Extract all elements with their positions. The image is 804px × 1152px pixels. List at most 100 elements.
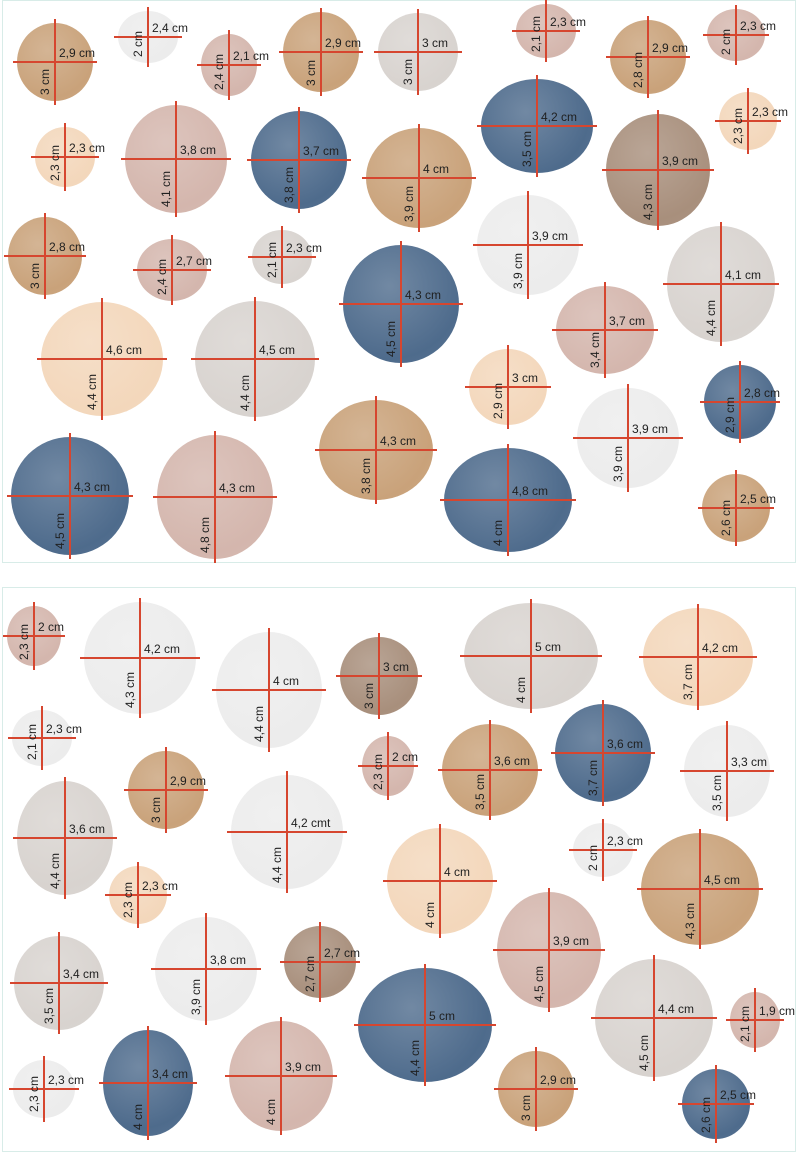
height-label: 4,3 cm (683, 902, 697, 939)
height-measure-line (281, 226, 283, 288)
height-label: 3,7 cm (681, 663, 695, 700)
width-label: 3,9 cm (662, 154, 699, 168)
width-label: 3,9 cm (285, 1060, 322, 1074)
height-measure-line (726, 721, 728, 821)
width-label: 2 cm (38, 620, 65, 634)
height-label: 2,1 cm (529, 15, 543, 52)
width-label: 4,3 cm (380, 434, 417, 448)
height-label: 3 cm (519, 1094, 533, 1121)
height-label: 3,5 cm (473, 773, 487, 810)
width-label: 4,6 cm (106, 343, 143, 357)
width-label: 4,5 cm (259, 343, 296, 357)
height-label: 2,6 cm (699, 1096, 713, 1133)
height-measure-line (424, 964, 426, 1086)
width-label: 1,9 cm (759, 1004, 796, 1018)
width-label: 5 cm (429, 1009, 456, 1023)
height-label: 2,3 cm (121, 881, 135, 918)
height-measure-line (137, 862, 139, 928)
height-measure-line (147, 7, 149, 67)
height-label: 2,3 cm (371, 753, 385, 790)
width-label: 2,9 cm (325, 36, 362, 50)
width-label: 3,9 cm (532, 229, 569, 243)
height-label: 2,4 cm (212, 53, 226, 90)
height-measure-line (739, 361, 741, 443)
width-label: 4,8 cm (512, 484, 549, 498)
width-label: 4,3 cm (219, 481, 256, 495)
height-label: 2,3 cm (17, 623, 31, 660)
height-label: 4 cm (514, 676, 528, 703)
width-label: 5 cm (535, 640, 562, 654)
height-measure-line (175, 101, 177, 217)
height-measure-line (735, 470, 737, 546)
height-measure-line (535, 1047, 537, 1131)
width-label: 2,5 cm (740, 492, 777, 506)
height-measure-line (545, 0, 547, 62)
height-measure-line (627, 384, 629, 492)
width-label: 2,8 cm (49, 240, 86, 254)
height-measure-line (657, 110, 659, 230)
height-measure-line (387, 732, 389, 800)
height-measure-line (507, 444, 509, 556)
width-label: 2,3 cm (46, 722, 83, 736)
height-measure-line (439, 824, 441, 938)
width-label: 4,2 cm (541, 110, 578, 124)
height-measure-line (747, 88, 749, 154)
height-measure-line (548, 888, 550, 1012)
height-label: 3,8 cm (282, 166, 296, 203)
width-label: 3 cm (512, 371, 539, 385)
width-label: 2,3 cm (48, 1073, 85, 1087)
width-label: 2,7 cm (324, 946, 361, 960)
height-label: 3,5 cm (42, 987, 56, 1024)
height-measure-line (147, 1026, 149, 1140)
height-measure-line (54, 19, 56, 105)
height-label: 4,4 cm (704, 299, 718, 336)
height-measure-line (254, 297, 256, 421)
height-measure-line (41, 706, 43, 770)
width-label: 3,6 cm (494, 754, 531, 768)
height-label: 4,5 cm (637, 1034, 651, 1071)
width-label: 3,8 cm (180, 143, 217, 157)
height-label: 4,5 cm (53, 512, 67, 549)
width-label: 4,2 cm (702, 641, 739, 655)
width-label: 3,8 cm (210, 953, 247, 967)
height-measure-line (64, 777, 66, 899)
height-measure-line (298, 107, 300, 213)
width-label: 3 cm (422, 36, 449, 50)
height-measure-line (33, 602, 35, 670)
height-measure-line (754, 988, 756, 1052)
height-label: 3,9 cm (611, 445, 625, 482)
height-label: 4 cm (491, 519, 505, 546)
width-label: 4,4 cm (658, 1002, 695, 1016)
width-label: 2,7 cm (176, 254, 213, 268)
height-label: 4,4 cm (238, 374, 252, 411)
height-measure-line (139, 598, 141, 718)
width-label: 3,3 cm (731, 755, 768, 769)
width-label: 3 cm (383, 660, 410, 674)
width-label: 4,5 cm (704, 873, 741, 887)
height-measure-line (320, 8, 322, 96)
height-label: 3,5 cm (520, 130, 534, 167)
height-measure-line (418, 124, 420, 232)
height-label: 2,9 cm (723, 396, 737, 433)
width-label: 2,3 cm (142, 879, 179, 893)
height-label: 4,5 cm (384, 320, 398, 357)
width-label: 2,9 cm (170, 774, 207, 788)
height-label: 3,4 cm (588, 331, 602, 368)
width-label: 2,8 cm (744, 386, 781, 400)
width-label: 4 cm (273, 674, 300, 688)
height-measure-line (280, 1017, 282, 1135)
height-measure-line (715, 1065, 717, 1143)
height-measure-line (653, 955, 655, 1081)
height-measure-line (536, 75, 538, 177)
height-label: 3,9 cm (402, 185, 416, 222)
width-label: 4 cm (444, 865, 471, 879)
height-label: 3,8 cm (359, 457, 373, 494)
height-measure-line (527, 191, 529, 299)
height-measure-line (530, 599, 532, 713)
height-label: 4 cm (131, 1103, 145, 1130)
height-label: 2,6 cm (719, 499, 733, 536)
width-label: 3,4 cm (63, 967, 100, 981)
height-label: 4,4 cm (270, 846, 284, 883)
height-label: 2,4 cm (155, 258, 169, 295)
height-measure-line (64, 123, 66, 191)
